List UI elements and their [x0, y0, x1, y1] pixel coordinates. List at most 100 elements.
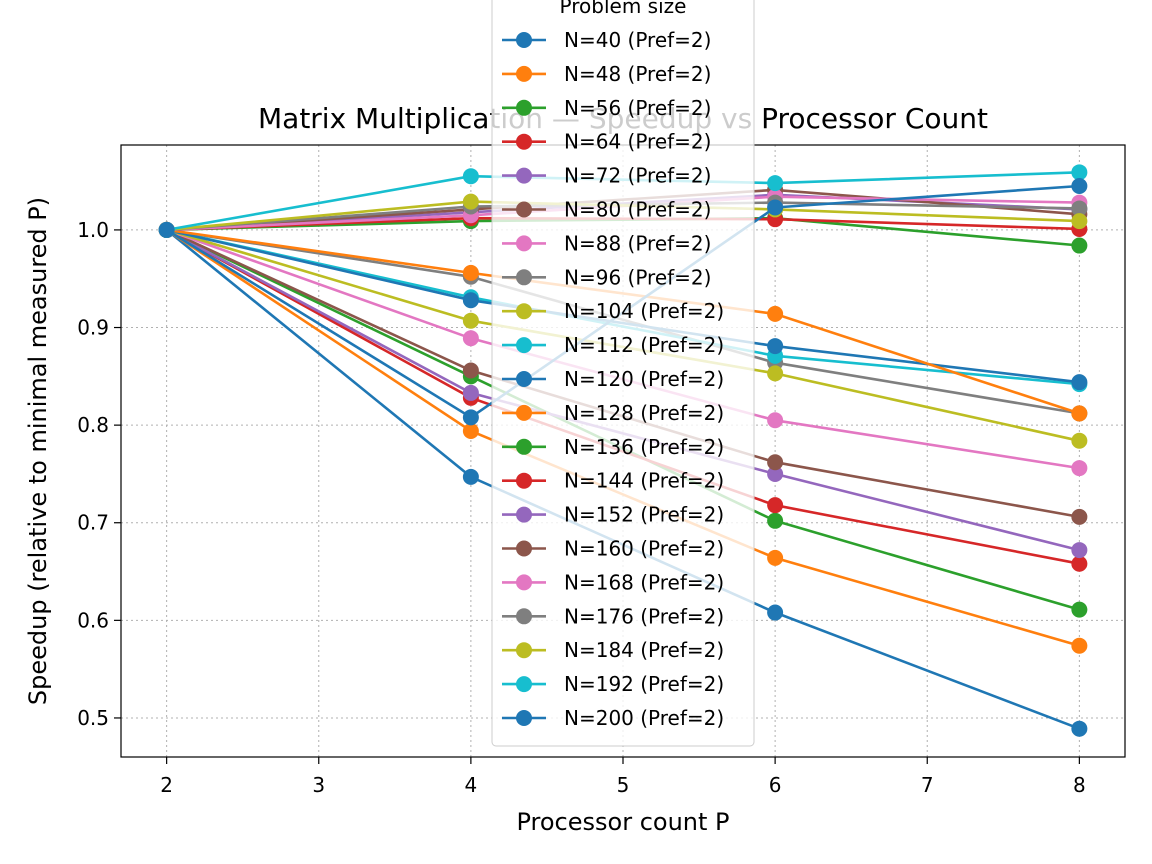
- legend-entry: N=96 (Pref=2): [502, 265, 711, 289]
- data-point: [767, 338, 784, 355]
- legend-entry: N=112 (Pref=2): [502, 333, 724, 357]
- data-point: [1071, 542, 1088, 559]
- x-tick-label: 8: [1073, 773, 1086, 797]
- legend-entry: N=88 (Pref=2): [502, 231, 711, 255]
- legend-entry: N=168 (Pref=2): [502, 570, 724, 594]
- legend-marker: [516, 337, 532, 354]
- legend-entry: N=184 (Pref=2): [502, 638, 724, 662]
- data-point: [767, 604, 784, 621]
- data-point: [767, 454, 784, 471]
- data-point: [1071, 237, 1088, 254]
- legend-label: N=64 (Pref=2): [564, 130, 711, 154]
- data-point: [1071, 460, 1088, 477]
- data-point: [767, 512, 784, 529]
- legend-marker: [516, 167, 532, 184]
- x-tick-label: 4: [465, 773, 478, 797]
- legend-marker: [516, 99, 532, 116]
- legend-label: N=96 (Pref=2): [564, 265, 711, 289]
- legend-title: Problem size: [560, 0, 687, 18]
- legend-marker: [516, 506, 532, 523]
- data-point: [1071, 200, 1088, 217]
- data-point: [1071, 555, 1088, 572]
- legend-entry: N=192 (Pref=2): [502, 672, 724, 696]
- data-point: [462, 384, 479, 401]
- data-point: [1071, 213, 1088, 230]
- data-point: [462, 362, 479, 379]
- data-point: [767, 549, 784, 566]
- legend-marker: [516, 676, 532, 693]
- data-point: [462, 312, 479, 329]
- legend-label: N=192 (Pref=2): [564, 672, 724, 696]
- legend-label: N=72 (Pref=2): [564, 164, 711, 188]
- legend-label: N=160 (Pref=2): [564, 537, 724, 561]
- y-tick-label: 0.9: [77, 316, 109, 340]
- legend-label: N=120 (Pref=2): [564, 367, 724, 391]
- legend-marker: [516, 404, 532, 421]
- data-point: [462, 264, 479, 281]
- legend-marker: [516, 472, 532, 489]
- data-point: [1071, 374, 1088, 391]
- data-point: [1071, 177, 1088, 194]
- y-tick-label: 0.7: [77, 511, 109, 535]
- legend-label: N=200 (Pref=2): [564, 706, 724, 730]
- x-tick-label: 2: [160, 773, 173, 797]
- legend-marker: [516, 32, 532, 48]
- legend-items: N=40 (Pref=2) N=48 (Pref=2) N=56 (Pref=2) N…: [502, 28, 724, 730]
- data-point: [158, 221, 175, 238]
- legend-box: [491, 0, 755, 747]
- legend-label: N=184 (Pref=2): [564, 638, 724, 662]
- legend-entry: N=200 (Pref=2): [502, 706, 724, 730]
- x-tick-label: 6: [769, 773, 782, 797]
- x-tick-label: 3: [312, 773, 325, 797]
- legend-entry: N=136 (Pref=2): [502, 435, 724, 459]
- x-tick-label: 5: [617, 773, 630, 797]
- data-point: [462, 292, 479, 309]
- legend-label: N=48 (Pref=2): [564, 62, 711, 86]
- data-point: [767, 365, 784, 382]
- legend-label: N=112 (Pref=2): [564, 333, 724, 357]
- legend-entry: N=64 (Pref=2): [502, 130, 711, 154]
- legend-marker: [516, 438, 532, 455]
- legend-label: N=56 (Pref=2): [564, 96, 711, 120]
- legend-marker: [516, 133, 532, 150]
- legend-label: N=80 (Pref=2): [564, 198, 711, 222]
- data-point: [1071, 508, 1088, 525]
- legend-label: N=128 (Pref=2): [564, 401, 724, 425]
- legend-marker: [516, 235, 532, 252]
- legend-marker: [516, 371, 532, 387]
- data-point: [767, 412, 784, 429]
- data-point: [462, 193, 479, 210]
- legend-marker: [516, 574, 532, 591]
- legend-marker: [516, 201, 532, 218]
- legend-marker: [516, 269, 532, 286]
- data-point: [767, 305, 784, 322]
- data-point: [462, 409, 479, 426]
- legend-marker: [516, 540, 532, 557]
- y-tick-label: 1.0: [77, 218, 109, 242]
- legend-label: N=40 (Pref=2): [564, 28, 711, 52]
- legend-entry: N=80 (Pref=2): [502, 198, 711, 222]
- x-axis-ticks: 2 3 4 5 6 7 8: [160, 757, 1086, 797]
- legend-entry: N=128 (Pref=2): [502, 401, 724, 425]
- legend-entry: N=40 (Pref=2): [502, 28, 711, 52]
- data-point: [1071, 637, 1088, 654]
- legend-label: N=104 (Pref=2): [564, 299, 724, 323]
- legend-entry: N=48 (Pref=2): [502, 62, 711, 86]
- legend-marker: [516, 303, 532, 320]
- legend-entry: N=104 (Pref=2): [502, 299, 724, 323]
- legend-label: N=88 (Pref=2): [564, 231, 711, 255]
- y-tick-label: 0.5: [77, 706, 109, 730]
- y-tick-label: 0.6: [77, 608, 109, 632]
- legend-label: N=168 (Pref=2): [564, 570, 724, 594]
- y-axis-ticks: 0.5 0.6 0.7 0.8 0.9 1.0: [77, 218, 121, 730]
- legend-entry: N=152 (Pref=2): [502, 503, 724, 527]
- legend-marker: [516, 642, 532, 659]
- legend-entry: N=72 (Pref=2): [502, 164, 711, 188]
- legend-marker: [516, 710, 532, 726]
- data-point: [462, 422, 479, 439]
- x-tick-label: 7: [921, 773, 934, 797]
- data-point: [1071, 432, 1088, 449]
- legend-entry: N=120 (Pref=2): [502, 367, 724, 391]
- y-tick-label: 0.8: [77, 413, 109, 437]
